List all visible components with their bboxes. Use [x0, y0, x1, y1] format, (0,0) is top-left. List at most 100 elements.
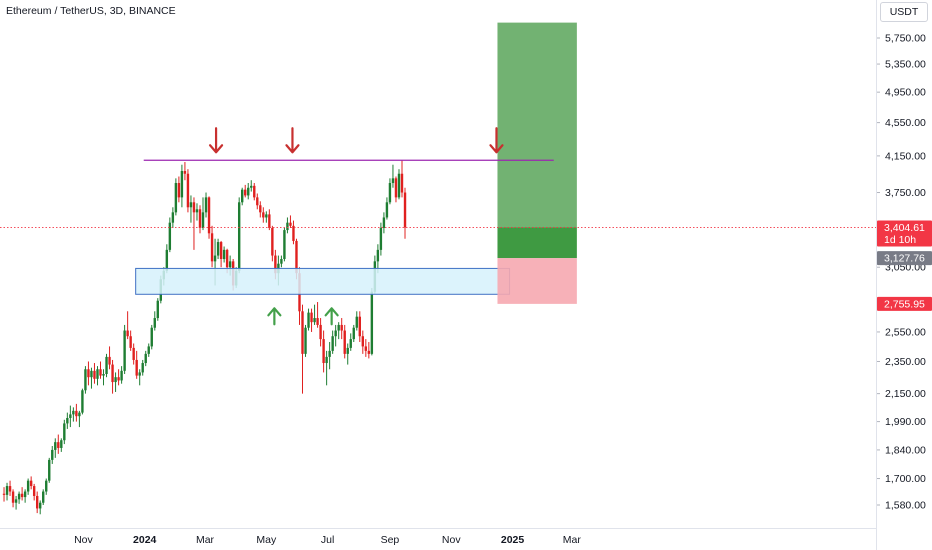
- candle-body: [99, 369, 102, 376]
- y-tick-label: 4,950.00: [885, 87, 926, 99]
- time-axis-border: [0, 528, 876, 529]
- candle-body: [310, 312, 313, 323]
- candle-body: [114, 377, 117, 383]
- candle-body: [75, 410, 78, 417]
- candle-body: [337, 324, 340, 331]
- candle-body: [8, 486, 12, 492]
- candle-body: [394, 178, 398, 198]
- candle-body: [301, 311, 304, 354]
- candle-body: [256, 197, 259, 206]
- candle-body: [189, 202, 193, 208]
- y-tick-label: 5,750.00: [885, 33, 926, 45]
- candle-body: [304, 327, 307, 354]
- candle-body: [319, 324, 322, 340]
- candle-body: [349, 339, 352, 348]
- candle-body: [39, 502, 42, 509]
- candle-body: [262, 212, 265, 218]
- candle-body: [141, 363, 144, 373]
- candle-body: [138, 372, 141, 376]
- candle-body: [35, 495, 39, 509]
- candle-body: [280, 259, 283, 264]
- x-tick-label: May: [256, 534, 277, 546]
- candle-body: [286, 222, 289, 231]
- candle-body: [29, 480, 33, 487]
- candle-body: [237, 202, 241, 271]
- y-tick-label: 1,990.00: [885, 416, 926, 428]
- y-tick-label: 4,150.00: [885, 150, 926, 162]
- candle-body: [60, 440, 63, 448]
- candle-body: [213, 255, 217, 262]
- candle-body: [153, 318, 156, 328]
- candle-body: [228, 261, 232, 268]
- candle-body: [316, 318, 319, 325]
- candle-body: [259, 205, 262, 213]
- candle-body: [225, 249, 229, 268]
- candle-body: [54, 442, 57, 450]
- candle-body: [331, 336, 334, 351]
- support-zone[interactable]: [135, 267, 511, 295]
- candle-body: [81, 390, 84, 413]
- candle-body: [120, 370, 123, 381]
- candle-body: [367, 350, 371, 354]
- candle-body: [388, 183, 392, 203]
- price-axis-border: [876, 0, 877, 550]
- candle-body: [352, 327, 355, 340]
- stop-price-tag: [877, 296, 932, 311]
- candle-body: [307, 312, 310, 328]
- x-tick-label: Mar: [563, 534, 582, 546]
- candle-body: [289, 222, 292, 226]
- candle-body: [385, 202, 389, 218]
- currency-button[interactable]: USDT: [880, 2, 928, 22]
- candle-body: [283, 230, 286, 260]
- candle-body: [195, 209, 199, 213]
- candle-body: [400, 173, 404, 193]
- candle-body: [51, 449, 54, 460]
- candle-body: [11, 491, 15, 503]
- candle-body: [343, 330, 346, 354]
- candle-body: [78, 412, 81, 417]
- up-arrow-2: [324, 307, 339, 326]
- x-tick-label: Mar: [196, 534, 215, 546]
- candle-body: [132, 347, 135, 360]
- candle-body: [397, 173, 401, 198]
- candle-body: [186, 173, 190, 208]
- y-tick-label: 2,350.00: [885, 356, 926, 368]
- candle-body: [322, 339, 325, 364]
- candle-body: [69, 414, 72, 418]
- candle-body: [180, 171, 184, 198]
- x-tick-label: Jul: [321, 534, 334, 546]
- x-tick-label: Nov: [442, 534, 461, 546]
- current-price-tag-text: 3,404.61: [884, 222, 925, 234]
- candle-body: [268, 214, 271, 228]
- candle-body: [244, 189, 247, 196]
- stop-zone[interactable]: [497, 258, 577, 304]
- candle-body: [84, 369, 87, 391]
- candle-body: [63, 423, 66, 441]
- candle-body: [376, 249, 380, 262]
- candle-body: [72, 410, 75, 415]
- candle-body: [222, 249, 226, 260]
- candle-body: [340, 324, 343, 331]
- up-arrow-1: [267, 307, 282, 326]
- y-tick-label: 1,580.00: [885, 500, 926, 512]
- y-tick-label: 2,150.00: [885, 388, 926, 400]
- candle-body: [207, 197, 211, 234]
- candle-body: [165, 249, 169, 271]
- candle-body: [87, 369, 90, 378]
- candle-body: [90, 370, 93, 378]
- candle-body: [325, 356, 328, 364]
- candle-body: [14, 499, 18, 503]
- candle-body: [295, 240, 298, 274]
- candle-body: [177, 183, 181, 198]
- candle-body: [216, 242, 220, 256]
- x-tick-label: Sep: [381, 534, 400, 546]
- candle-body: [135, 359, 138, 376]
- candle-body: [265, 214, 268, 218]
- candle-body: [105, 356, 108, 375]
- entry-zone[interactable]: [497, 227, 577, 259]
- target-zone[interactable]: [497, 22, 577, 228]
- current-price-tag: [877, 220, 932, 247]
- candle-body: [355, 316, 358, 328]
